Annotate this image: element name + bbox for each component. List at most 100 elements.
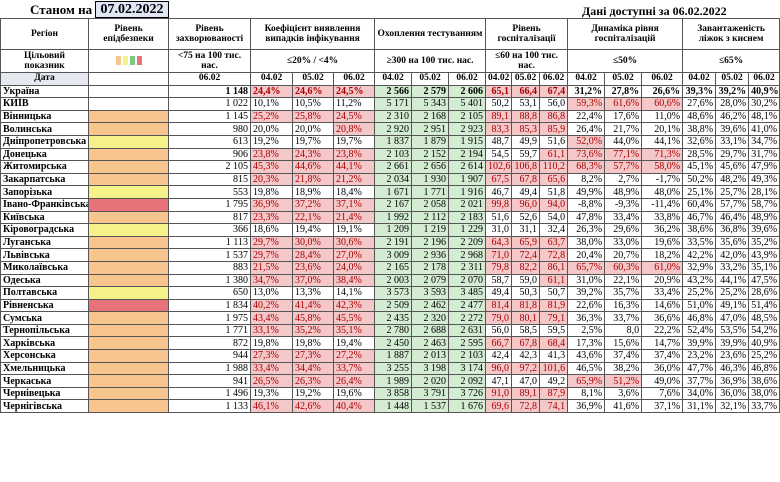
detection-value: 13,3% xyxy=(292,286,334,300)
hosp-dynamics-value: 52,0% xyxy=(567,134,606,149)
table-row: Тернопільська 1 771 33,1% 35,2% 35,1% 2 780 2 … xyxy=(0,323,780,338)
table-row: Полтавська 650 13,0% 13,3% 14,1% 3 573 3 593 3 … xyxy=(0,286,780,300)
top-bar: Станом на 07.02.2022 Дані доступні за 06… xyxy=(0,0,780,18)
oxygen-beds-value: 39,6% xyxy=(715,122,750,136)
hosp-dynamics-value: 36,9% xyxy=(567,399,606,414)
hosp-dynamics-value: 31,2% xyxy=(567,84,606,99)
hospitalization-value: 67,5 xyxy=(485,172,513,187)
region-name: Черкаська xyxy=(0,374,89,388)
testing-value: 2 310 xyxy=(374,109,413,124)
hosp-dynamics-value: 43,6% xyxy=(567,349,606,363)
covid-table: Регіон Рівень епідбезпеки Рівень захворю… xyxy=(0,18,780,414)
detection-value: 37,0% xyxy=(292,273,334,288)
oxygen-beds-value: 31,1% xyxy=(682,399,717,414)
testing-value: 3 255 xyxy=(374,361,413,376)
hosp-dynamics-value: 26,3% xyxy=(567,223,606,237)
testing-value: 1 209 xyxy=(374,223,413,237)
hospitalization-value: 59,5 xyxy=(539,323,569,338)
hosp-dynamics-value: 22,1% xyxy=(604,273,643,288)
testing-value: 2 168 xyxy=(411,109,450,124)
level-cell xyxy=(88,349,169,363)
testing-value: 2 034 xyxy=(374,172,413,187)
detection-value: 19,7% xyxy=(292,134,334,149)
hosp-dynamics-value: 68,3% xyxy=(567,160,606,174)
detection-value: 21,8% xyxy=(292,172,334,187)
oxygen-beds-value: 36,8% xyxy=(715,223,750,237)
table-row: Кіровоградська 366 18,6% 19,4% 19,1% 1 209 1 2… xyxy=(0,223,780,237)
incidence-value: 1 771 xyxy=(168,323,251,338)
hospitalization-value: 63,7 xyxy=(539,235,569,250)
region-name: Закарпатська xyxy=(0,172,89,187)
oxygen-beds-value: 31,7% xyxy=(748,147,780,162)
hospitalization-value: 31,1 xyxy=(511,223,541,237)
hospitalization-value: 94,0 xyxy=(539,197,569,212)
hosp-dynamics-value: 14,6% xyxy=(641,298,684,313)
level-cell xyxy=(88,223,169,237)
oxygen-beds-value: 42,0% xyxy=(715,248,750,262)
testing-value: 2 103 xyxy=(374,147,413,162)
oxygen-beds-value: 45,6% xyxy=(715,160,750,174)
incidence-value: 553 xyxy=(168,185,251,199)
hosp-dynamics-value: 38,2% xyxy=(604,361,643,376)
testing-value: 2 656 xyxy=(411,160,450,174)
oxygen-beds-value: 38,0% xyxy=(748,386,780,401)
hosp-dynamics-value: 39,2% xyxy=(567,286,606,300)
oxygen-beds-value: 28,1% xyxy=(748,185,780,199)
hosp-dynamics-value: 36,6% xyxy=(641,311,684,325)
hosp-dynamics-value: 73,6% xyxy=(567,147,606,162)
hospitalization-value: 72,8 xyxy=(511,399,541,414)
oxygen-beds-value: 30,2% xyxy=(748,97,780,111)
table-row: Харківська 872 19,8% 19,8% 19,4% 2 450 2 463 2 … xyxy=(0,336,780,351)
level-cell xyxy=(88,122,169,136)
testing-value: 3 174 xyxy=(448,361,487,376)
incidence-value: 1 133 xyxy=(168,399,251,414)
hospitalization-value: 67,8 xyxy=(511,336,541,351)
testing-value: 2 183 xyxy=(448,210,487,225)
detection-value: 19,4% xyxy=(292,223,334,237)
region-name: Тернопільська xyxy=(0,323,89,338)
oxygen-beds-value: 38,8% xyxy=(682,122,717,136)
oxygen-beds-value: 39,6% xyxy=(748,223,780,237)
hosp-dynamics-value: 57,7% xyxy=(604,160,643,174)
hospitalization-value: 85,9 xyxy=(539,122,569,136)
oxygen-beds-value: 25,1% xyxy=(682,185,717,199)
oxygen-beds-value: 46,8% xyxy=(682,311,717,325)
hosp-dynamics-value: 27,8% xyxy=(604,84,643,99)
hosp-dynamics-value: 26,6% xyxy=(641,84,684,99)
detection-value: 27,3% xyxy=(292,349,334,363)
hosp-dynamics-value: 19,6% xyxy=(641,235,684,250)
region-name: Рівненська xyxy=(0,298,89,313)
incidence-value: 1 975 xyxy=(168,311,251,325)
col-det: Коефіцієнт виявлення випадків інфікуванн… xyxy=(249,18,376,50)
testing-value: 2 079 xyxy=(411,273,450,288)
oxygen-beds-value: 39,9% xyxy=(682,336,717,351)
detection-value: 21,2% xyxy=(332,172,376,187)
hospitalization-value: 66,4 xyxy=(511,84,541,99)
table-row: Івано-Франківська 1 795 36,9% 37,2% 37,1% 2 1… xyxy=(0,197,780,212)
detection-value: 19,6% xyxy=(332,386,376,401)
hospitalization-value: 32,4 xyxy=(539,223,569,237)
detection-value: 38,4% xyxy=(332,273,376,288)
testing-value: 3 791 xyxy=(411,386,450,401)
hospitalization-value: 83,3 xyxy=(485,122,513,136)
oxygen-beds-value: 28,6% xyxy=(748,286,780,300)
as-of-label: Станом на xyxy=(30,2,93,17)
testing-value: 3 726 xyxy=(448,386,487,401)
table-row: Житомирська 2 105 45,3% 44,6% 44,1% 2 661 2 65… xyxy=(0,160,780,174)
oxygen-beds-value: 46,4% xyxy=(715,210,750,225)
region-name: Волинська xyxy=(0,122,89,136)
testing-value: 2 178 xyxy=(411,260,450,275)
hosp-dynamics-value: 77,1% xyxy=(604,147,643,162)
oxygen-beds-value: 48,9% xyxy=(748,210,780,225)
hosp-dynamics-value: 20,7% xyxy=(604,248,643,262)
table-row: Донецька 906 23,8% 24,3% 23,8% 2 103 2 152 2 19… xyxy=(0,147,780,162)
incidence-value: 941 xyxy=(168,374,251,388)
testing-value: 1 887 xyxy=(374,349,413,363)
hosp-dynamics-value: 33,4% xyxy=(604,210,643,225)
hospitalization-value: 56,0 xyxy=(539,97,569,111)
oxygen-beds-value: 42,2% xyxy=(682,248,717,262)
hosp-dynamics-value: 15,6% xyxy=(604,336,643,351)
hospitalization-value: 50,3 xyxy=(511,286,541,300)
hospitalization-value: 49,4 xyxy=(511,185,541,199)
detection-value: 29,7% xyxy=(250,235,293,250)
